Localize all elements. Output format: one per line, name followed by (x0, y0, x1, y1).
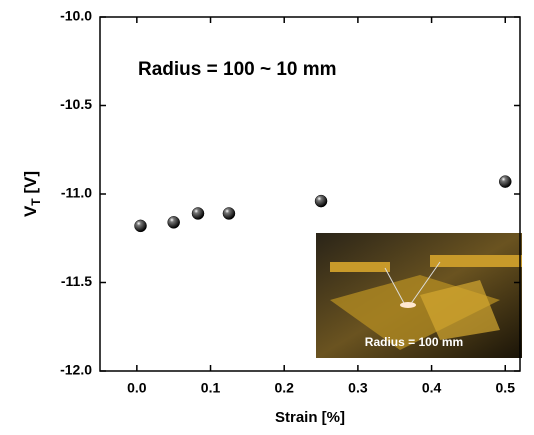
x-tick-label: 0.0 (127, 380, 147, 396)
x-tick-label: 0.1 (201, 380, 221, 396)
point (222, 207, 236, 220)
point (134, 219, 147, 233)
y-axis-label: VT [V] (21, 171, 43, 217)
inset-label: Radius = 100 mm (365, 335, 463, 349)
y-tick-label: -11.0 (61, 185, 92, 201)
y-axis-label-sub: T (29, 198, 43, 206)
point (499, 175, 512, 188)
y-axis-label-unit: [V] (21, 171, 40, 198)
y-axis-label-main: V (21, 205, 40, 217)
annotation: Radius = 100 ~ 10 mm (138, 59, 337, 80)
point (314, 194, 328, 208)
x-tick-label: 0.5 (496, 380, 516, 396)
x-tick-label: 0.3 (348, 380, 368, 396)
x-tick-label: 0.4 (422, 380, 442, 396)
y-tick-label: -11.5 (61, 273, 92, 289)
point (191, 207, 205, 220)
point (167, 216, 180, 229)
inset-photo (316, 233, 522, 358)
y-tick-label: -12.0 (60, 362, 92, 378)
y-tick-label: -10.5 (60, 96, 92, 112)
x-axis-label: Strain [%] (275, 409, 345, 426)
x-tick-label: 0.2 (274, 380, 294, 396)
y-tick-label: -10.0 (60, 8, 92, 24)
